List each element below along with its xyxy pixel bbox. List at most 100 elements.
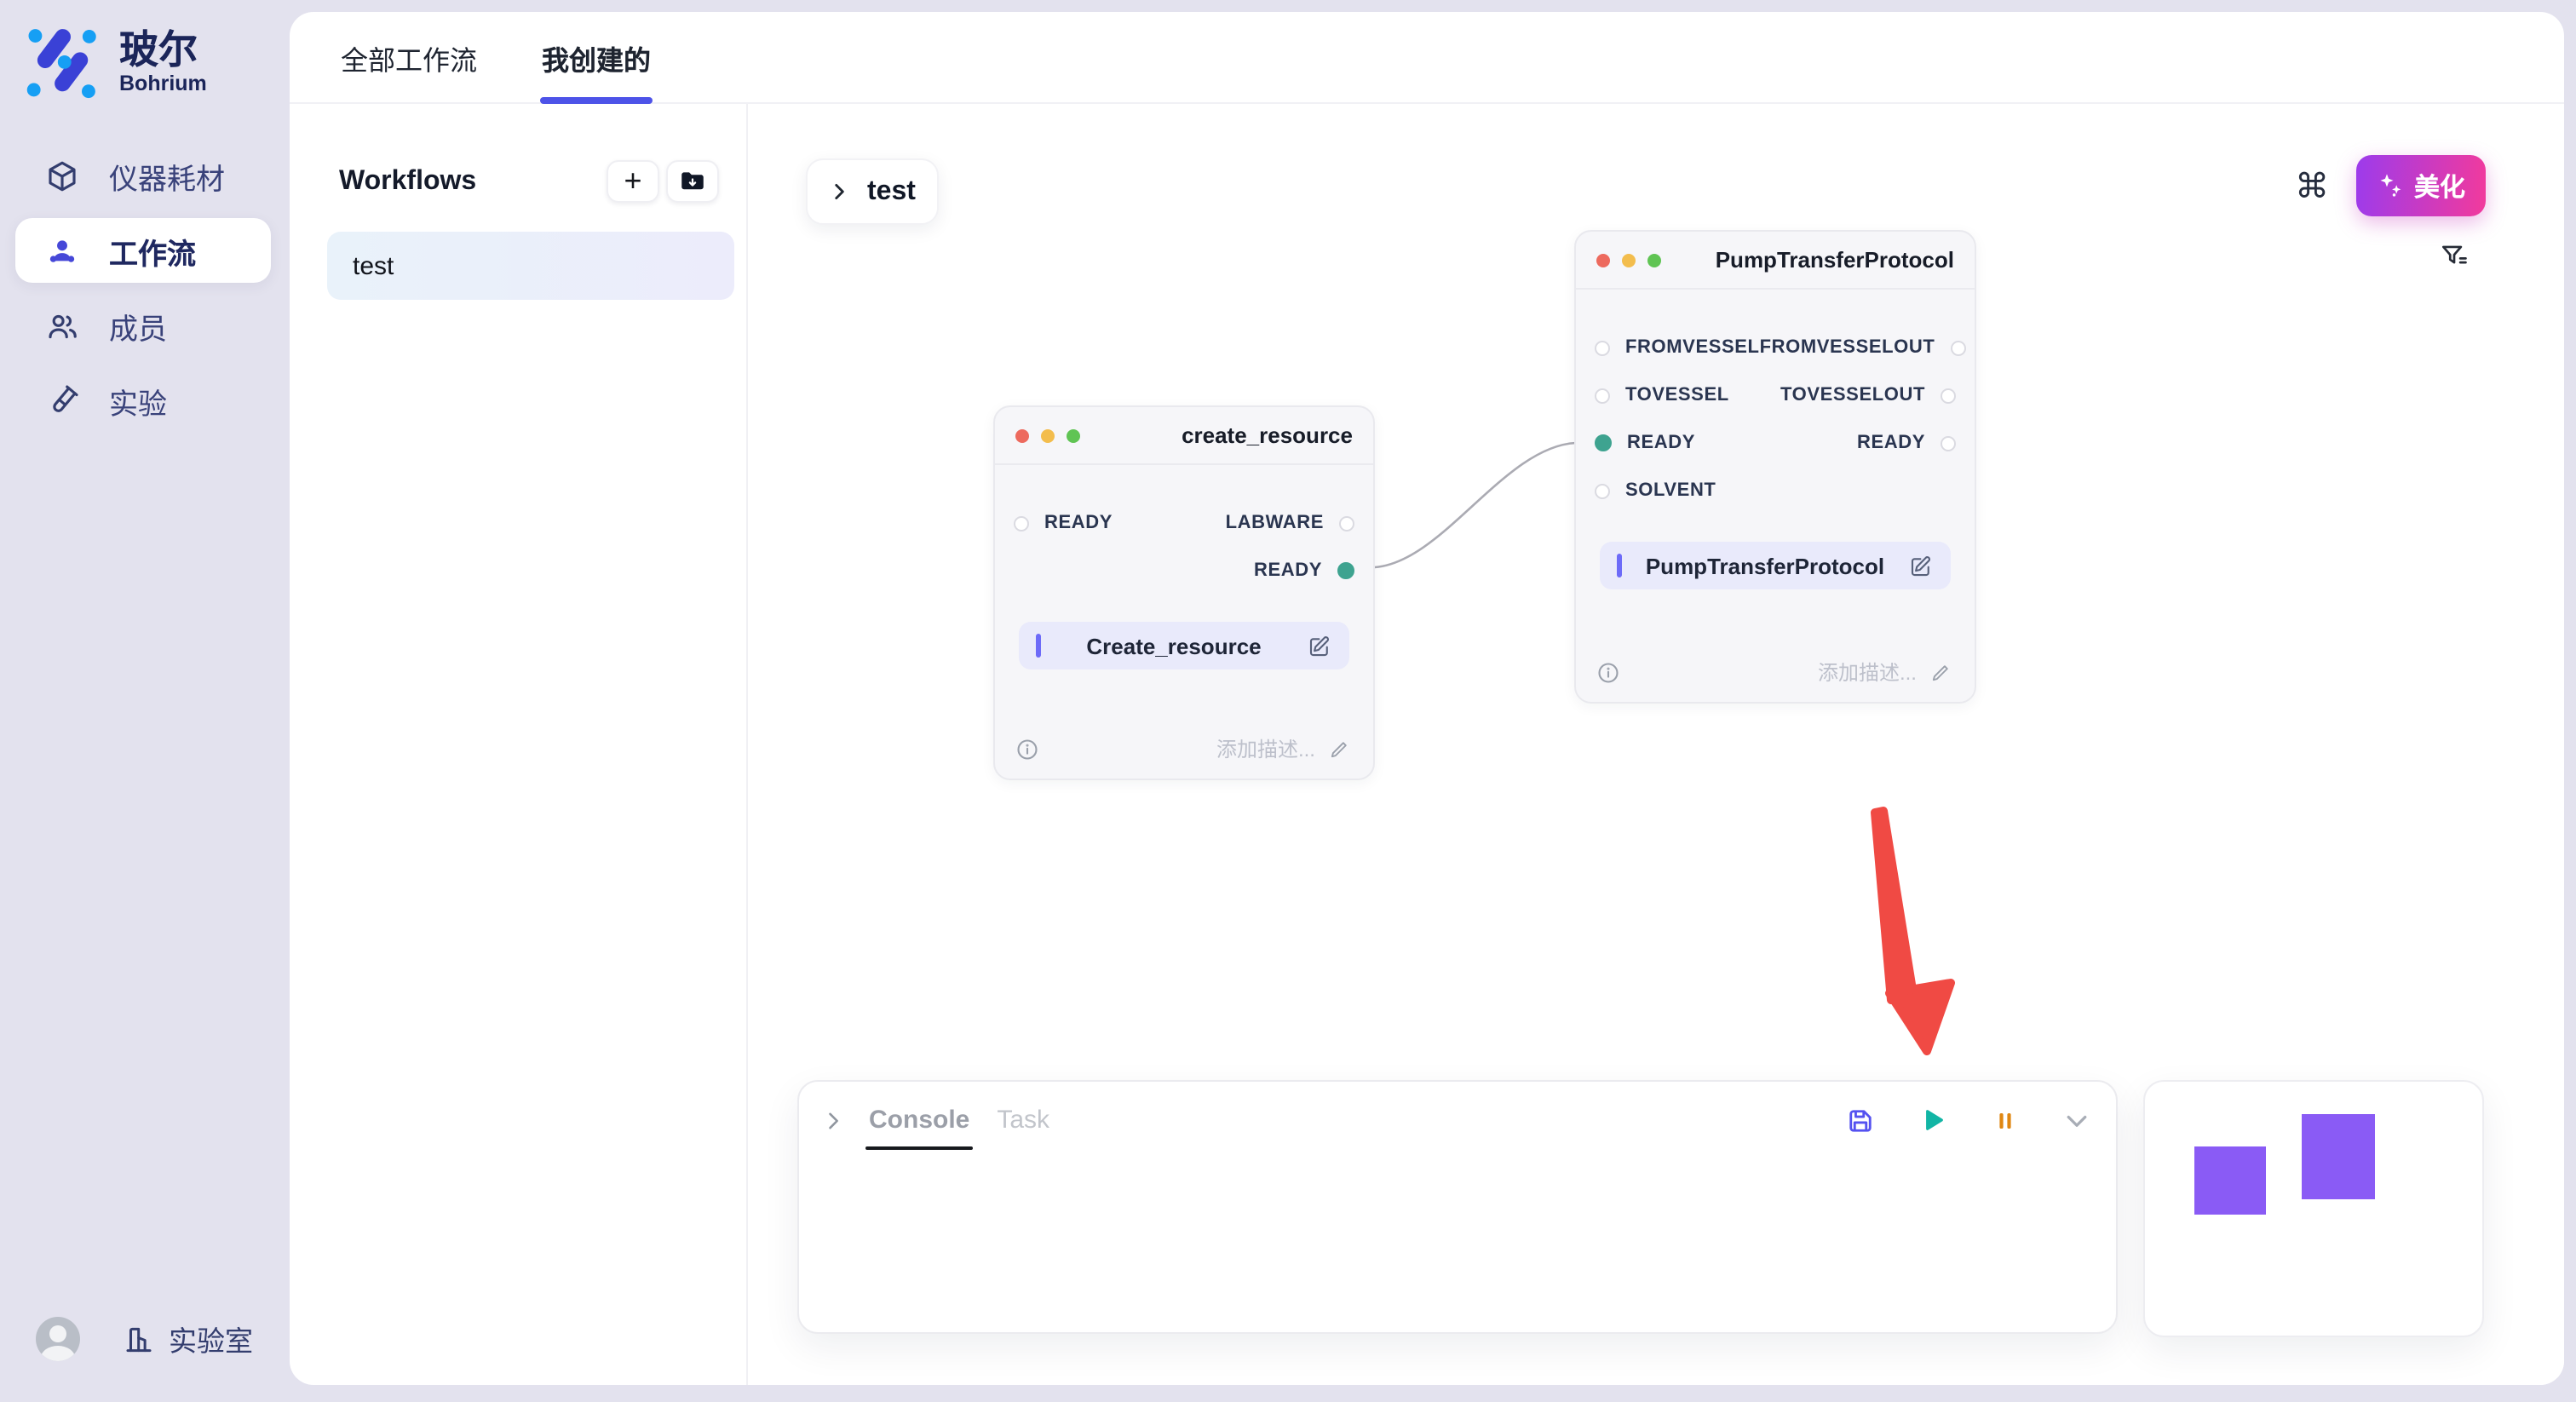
workflow-canvas[interactable]: test ⌘ 美化 create_resource	[748, 104, 2564, 1385]
workflow-list-panel: Workflows + test	[290, 104, 748, 1385]
node-header: PumpTransferProtocol	[1576, 232, 1975, 290]
brand-text: 玻尔 Bohrium	[119, 27, 207, 96]
port-dot[interactable]	[1941, 435, 1956, 451]
tab-created-by-me[interactable]: 我创建的	[540, 12, 653, 103]
info-icon[interactable]	[1015, 737, 1039, 761]
package-icon	[44, 158, 80, 193]
sparkles-icon	[2380, 174, 2401, 197]
minimap[interactable]	[2143, 1080, 2484, 1337]
input-port-fromvessel[interactable]: FROMVESSEL	[1595, 337, 1760, 358]
task-tab[interactable]: Task	[997, 1106, 1050, 1135]
console-header: Console Task	[799, 1082, 2116, 1150]
pencil-icon	[1331, 741, 1347, 757]
add-workflow-button[interactable]: +	[607, 160, 659, 203]
sidebar-item-label: 成员	[109, 313, 167, 345]
pill-accent-bar	[1617, 554, 1622, 577]
traffic-dot-green	[1067, 428, 1080, 442]
port-dot[interactable]	[1595, 483, 1610, 498]
add-description[interactable]: 添加描述...	[1216, 734, 1351, 763]
input-port-ready[interactable]: READY	[1595, 433, 1695, 453]
node-pump-transfer-protocol[interactable]: PumpTransferProtocol FROMVESSEL FROMVESS…	[1574, 230, 1976, 704]
sidebar-item-label: 实验	[109, 388, 167, 420]
members-icon	[44, 307, 80, 343]
traffic-dot-yellow	[1041, 428, 1055, 442]
node-ports: FROMVESSEL FROMVESSELOUT TOVESSEL	[1576, 290, 1975, 514]
node-action-pill[interactable]: PumpTransferProtocol	[1600, 542, 1951, 589]
sidebar-item-experiments[interactable]: 实验	[15, 368, 271, 433]
pill-accent-bar	[1036, 634, 1041, 658]
bohrium-logo-icon	[26, 29, 96, 99]
run-button[interactable]	[1917, 1104, 1949, 1136]
pause-icon	[1999, 1112, 2011, 1128]
brand-subtitle: Bohrium	[119, 72, 207, 96]
sidebar-footer: 实验室	[36, 1317, 253, 1361]
pause-button[interactable]	[1990, 1105, 2021, 1135]
sidebar-item-label: 工作流	[109, 238, 196, 270]
input-port-tovessel[interactable]: TOVESSEL	[1595, 385, 1729, 405]
port-dot[interactable]	[1595, 340, 1610, 355]
input-port-solvent[interactable]: SOLVENT	[1595, 480, 1716, 501]
node-title: create_resource	[1182, 422, 1353, 448]
output-port-ready[interactable]: READY	[1254, 560, 1354, 581]
brand-title: 玻尔	[119, 27, 198, 72]
node-title: PumpTransferProtocol	[1715, 247, 1954, 273]
save-icon	[1849, 1109, 1872, 1131]
sidebar-item-workflows[interactable]: 工作流	[15, 218, 271, 283]
port-dot[interactable]	[1950, 340, 1966, 355]
filter-icon[interactable]	[2438, 240, 2470, 273]
pencil-icon	[1932, 664, 1948, 681]
node-header: create_resource	[995, 407, 1373, 465]
import-folder-button[interactable]	[666, 160, 719, 203]
port-dot[interactable]	[1595, 388, 1610, 403]
beautify-label: 美化	[2413, 173, 2465, 202]
port-dot-connected[interactable]	[1595, 434, 1612, 451]
sidebar: 玻尔 Bohrium 仪器耗材 工作流 成员	[0, 0, 290, 1402]
sidebar-item-members[interactable]: 成员	[15, 293, 271, 358]
node-action-pill[interactable]: Create_resource	[1019, 622, 1349, 669]
traffic-dot-red	[1596, 253, 1610, 267]
output-port-tovesselout[interactable]: TOVESSELOUT	[1780, 385, 1956, 405]
port-dot[interactable]	[1941, 388, 1956, 403]
plus-icon: +	[624, 164, 642, 198]
workflow-list-actions: +	[607, 160, 719, 203]
breadcrumb[interactable]: test	[806, 158, 939, 225]
console-tab[interactable]: Console	[865, 1106, 974, 1150]
port-dot[interactable]	[1339, 515, 1354, 531]
traffic-dot-yellow	[1622, 253, 1636, 267]
info-icon[interactable]	[1596, 660, 1620, 684]
node-footer: 添加描述...	[1015, 734, 1351, 763]
output-port-labware[interactable]: LABWARE	[1226, 513, 1354, 533]
lab-label: 实验室	[169, 1327, 253, 1358]
chevron-right-icon	[835, 184, 844, 199]
workflow-icon	[44, 233, 80, 268]
output-port-fromvesselout[interactable]: FROMVESSELOUT	[1760, 337, 1966, 358]
workflow-list-header: Workflows +	[339, 160, 719, 203]
sidebar-nav: 仪器耗材 工作流 成员 实验	[15, 143, 271, 433]
expand-chevron-icon[interactable]	[821, 1108, 845, 1132]
add-description[interactable]: 添加描述...	[1818, 658, 1952, 687]
save-button[interactable]	[1845, 1105, 1876, 1135]
node-ports: READY LABWARE READY	[995, 465, 1373, 595]
command-icon[interactable]: ⌘	[2295, 165, 2329, 206]
edit-icon[interactable]	[1307, 633, 1332, 658]
tab-all-workflows[interactable]: 全部工作流	[341, 47, 478, 76]
collapse-button[interactable]	[2061, 1105, 2092, 1135]
node-create-resource[interactable]: create_resource READY LABWARE	[993, 405, 1375, 780]
input-port-ready[interactable]: READY	[1014, 513, 1113, 533]
building-icon	[126, 1326, 152, 1352]
sidebar-item-instruments[interactable]: 仪器耗材	[15, 143, 271, 208]
user-avatar[interactable]	[36, 1317, 80, 1361]
folder-download-icon	[681, 172, 704, 190]
port-dot[interactable]	[1014, 515, 1029, 531]
port-dot-connected[interactable]	[1337, 562, 1354, 579]
edge-layer	[1374, 441, 1577, 569]
edit-icon[interactable]	[1908, 553, 1934, 578]
node-footer: 添加描述...	[1596, 658, 1952, 687]
main-panel: 全部工作流 我创建的 Workflows + test	[290, 12, 2564, 1385]
output-port-ready[interactable]: READY	[1857, 433, 1956, 453]
beautify-button[interactable]: 美化	[2356, 155, 2486, 216]
lab-selector[interactable]: 实验室	[123, 1319, 253, 1359]
traffic-dot-green	[1647, 253, 1661, 267]
workflow-list-item-test[interactable]: test	[327, 232, 734, 300]
